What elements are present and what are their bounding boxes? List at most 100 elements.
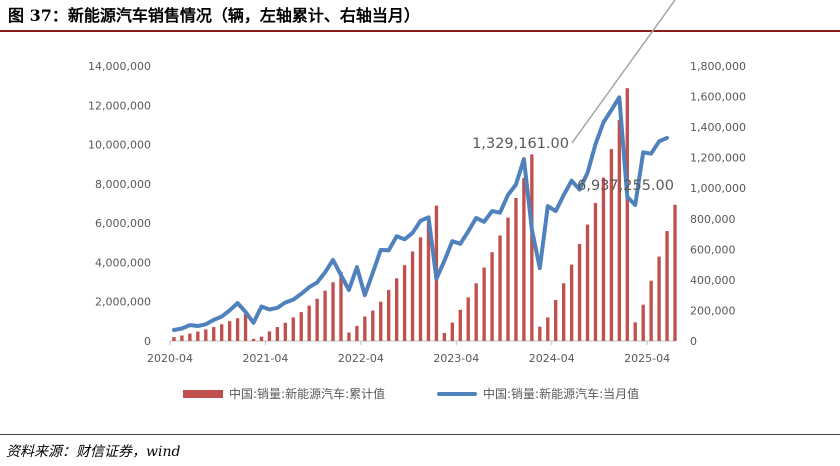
left-tick-label: 10,000,000 [88,139,151,152]
cumulative-bar [482,268,485,341]
annotations: 1,329,161.00 6,937,255.00 [472,0,675,194]
left-tick-label: 0 [144,335,151,348]
right-tick-label: 200,000 [690,304,736,317]
cumulative-bar [467,297,470,341]
legend-line-swatch [437,392,477,396]
cumulative-bar [252,339,255,341]
cumulative-bar [347,333,350,341]
right-axis-labels: 0 200,000 400,000 600,000 800,000 1,000,000 1,… [690,60,746,348]
cumulative-bar [180,336,183,342]
cumulative-bar [284,323,287,341]
cumulative-bar [300,312,303,341]
x-tick-label: 2023-04 [433,352,479,365]
right-tick-label: 1,600,000 [690,91,746,104]
cumulative-bar [355,326,358,341]
legend-item-bar: 中国:销量:新能源汽车:累计值 [183,385,385,402]
cumulative-bar [323,291,326,341]
cumulative-bar [570,265,573,341]
cumulative-bar [618,120,621,341]
cumulative-bar [236,318,239,341]
cumulative-bar [546,317,549,341]
cumulative-bar [649,281,652,341]
x-tick-label: 2025-04 [624,352,670,365]
legend-line-label: 中国:销量:新能源汽车:当月值 [483,385,639,402]
cumulative-bar [602,178,605,341]
cumulative-bar [204,329,207,341]
cumulative-bar [451,323,454,341]
right-tick-label: 0 [690,335,697,348]
cumulative-bar [586,225,589,341]
cumulative-bar [260,337,263,341]
cumulative-bar [244,314,247,341]
cumulative-bar [315,299,318,341]
legend-item-line: 中国:销量:新能源汽车:当月值 [437,385,639,402]
left-tick-label: 6,000,000 [95,217,151,230]
right-tick-label: 600,000 [690,243,736,256]
x-axis: 2020-04 2021-04 2022-04 2023-04 2024-04 2025-… [147,341,675,365]
legend-bar-swatch [183,390,223,398]
right-tick-label: 400,000 [690,274,736,287]
cumulative-bar [331,282,334,341]
x-tick-label: 2022-04 [338,352,384,365]
cumulative-bar [657,257,660,341]
cumulative-bar [562,283,565,341]
cumulative-bar [490,252,493,341]
left-tick-label: 4,000,000 [95,256,151,269]
source-note: 资料来源：财信证券，wind [6,441,180,461]
cumulative-bar [196,332,199,341]
cumulative-bar [172,337,175,341]
cumulative-bar [387,290,390,341]
sales-chart: 0 2,000,000 4,000,000 6,000,000 8,000,000 10,… [0,0,840,380]
cumulative-bar [538,327,541,341]
annotation-leader-line [572,0,675,143]
cumulative-bar [498,236,501,341]
cumulative-bar [554,300,557,341]
left-tick-label: 2,000,000 [95,296,151,309]
cumulative-bar [578,244,581,341]
x-tick-label: 2024-04 [529,352,575,365]
cumulative-bar [276,327,279,341]
cumulative-bar [594,203,597,341]
cumulative-bar [514,198,517,341]
right-tick-label: 800,000 [690,213,736,226]
cumulative-bar [642,305,645,341]
cumulative-bar [339,272,342,341]
right-tick-label: 1,000,000 [690,182,746,195]
right-tick-label: 1,400,000 [690,121,746,134]
cumulative-bar [228,321,231,341]
cumulative-bar [522,178,525,341]
right-tick-label: 1,800,000 [690,60,746,73]
cumulative-bar [308,306,311,341]
cumulative-bar [626,88,629,341]
right-tick-label: 1,200,000 [690,152,746,165]
cumulative-bar [443,333,446,341]
cumulative-bar [419,237,422,341]
cumulative-bar [403,265,406,341]
cumulative-bar [292,317,295,341]
cumulative-bar [363,316,366,341]
left-tick-label: 8,000,000 [95,178,151,191]
cumulative-bar [220,324,223,341]
cumulative-bar [530,154,533,341]
cumulative-bar [411,251,414,341]
cumulative-bar [212,327,215,341]
left-tick-label: 12,000,000 [88,99,151,112]
annotation-monthly-value: 1,329,161.00 [472,136,569,152]
cumulative-bar [673,205,676,341]
x-tick-label: 2020-04 [147,352,193,365]
cumulative-bar [665,231,668,341]
cumulative-bar [188,334,191,341]
footer-divider [0,434,840,435]
cumulative-bar [395,278,398,341]
legend-bar-label: 中国:销量:新能源汽车:累计值 [229,385,385,402]
cumulative-bar [379,302,382,341]
cumulative-bar [459,310,462,341]
left-tick-label: 14,000,000 [88,60,151,73]
annotation-cumulative-value: 6,937,255.00 [577,178,674,194]
cumulative-bar [634,322,637,341]
cumulative-bar [506,218,509,341]
cumulative-bar [475,283,478,341]
left-axis-labels: 0 2,000,000 4,000,000 6,000,000 8,000,000 10,… [88,60,151,348]
x-tick-label: 2021-04 [242,352,288,365]
cumulative-bar [268,331,271,341]
